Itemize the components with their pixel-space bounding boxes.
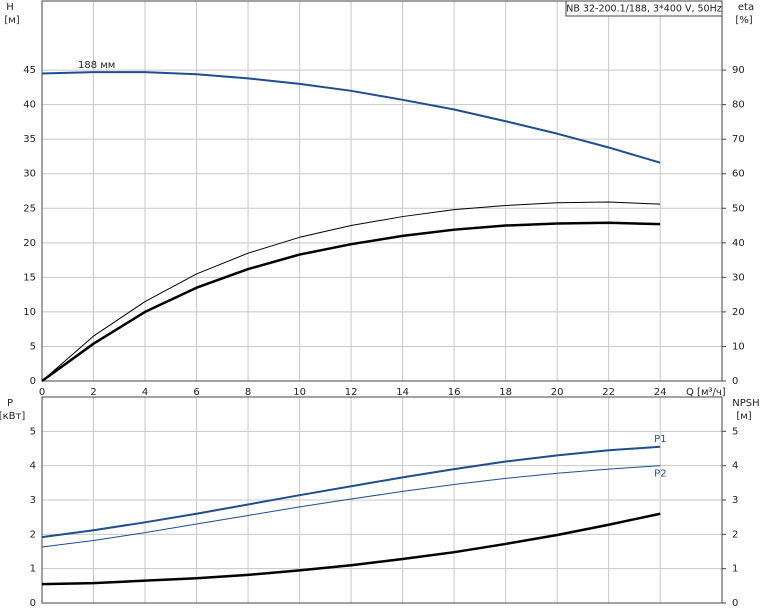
y2-axis-unit: [%] (735, 15, 752, 26)
y2-axis-label: eta (738, 2, 754, 13)
y2-tick-label: 10 (732, 341, 745, 352)
y-tick-label: 0 (30, 598, 36, 609)
series-line (41, 465, 661, 548)
y2-tick-label: 4 (732, 461, 738, 472)
y-tick-label: 15 (23, 272, 36, 283)
series-label: P1 (654, 434, 666, 445)
y2-tick-label: 5 (732, 426, 738, 437)
y-axis-unit: [кВт] (0, 411, 25, 422)
y2-tick-label: 80 (732, 100, 745, 111)
y-tick-label: 5 (30, 341, 36, 352)
y2-tick-label: 40 (732, 238, 745, 249)
x-tick-label: 14 (396, 387, 409, 398)
x-tick-label: 8 (245, 387, 251, 398)
x-tick-label: 20 (551, 387, 564, 398)
y-tick-label: 30 (23, 169, 36, 180)
series-line (41, 71, 661, 164)
x-tick-label: 22 (602, 387, 615, 398)
y-tick-label: 0 (30, 376, 36, 387)
x-tick-label: 2 (90, 387, 96, 398)
y2-tick-label: 20 (732, 307, 745, 318)
y2-tick-label: 0 (732, 376, 738, 387)
x-tick-label: 24 (654, 387, 667, 398)
x-tick-label: 10 (293, 387, 306, 398)
y2-tick-label: 70 (732, 134, 745, 145)
y-axis-label: P (7, 398, 13, 409)
y-tick-label: 20 (23, 238, 36, 249)
y2-tick-label: 1 (732, 564, 738, 575)
y2-tick-label: 90 (732, 65, 745, 76)
series-label: P2 (654, 469, 666, 480)
y2-axis-unit: [м] (736, 411, 751, 422)
y2-tick-label: 60 (732, 169, 745, 180)
y-axis-label: H (6, 2, 14, 13)
y-tick-label: 5 (30, 426, 36, 437)
plot-frame (41, 396, 723, 604)
series-line (41, 201, 661, 382)
y-tick-label: 4 (30, 461, 36, 472)
y-axis-unit: [м] (4, 15, 19, 26)
title-box (565, 0, 723, 17)
x-tick-label: 6 (193, 387, 199, 398)
y-tick-label: 10 (23, 307, 36, 318)
series-line (41, 221, 661, 383)
y-tick-label: 25 (23, 203, 36, 214)
x-tick-label: 18 (499, 387, 512, 398)
series-line (41, 445, 661, 539)
plot-frame (41, 0, 723, 382)
y-tick-label: 45 (23, 65, 36, 76)
annotation: 188 мм (78, 60, 115, 71)
x-tick-label: 16 (448, 387, 461, 398)
chart-title: NB 32-200.1/188, 3*400 V, 50Hz (566, 4, 721, 15)
y-tick-label: 1 (30, 564, 36, 575)
y2-tick-label: 50 (732, 203, 745, 214)
y2-tick-label: 0 (732, 598, 738, 609)
y-tick-label: 2 (30, 529, 36, 540)
y-tick-label: 35 (23, 134, 36, 145)
x-tick-label: 4 (142, 387, 148, 398)
x-tick-label: 0 (39, 387, 45, 398)
y2-tick-label: 30 (732, 272, 745, 283)
y2-tick-label: 2 (732, 529, 738, 540)
y-tick-label: 40 (23, 100, 36, 111)
x-tick-label: 12 (345, 387, 358, 398)
x-axis-label: Q [м³/ч] (686, 387, 726, 398)
y-tick-label: 3 (30, 495, 36, 506)
series-line (41, 512, 661, 586)
y2-tick-label: 3 (732, 495, 738, 506)
y2-axis-label: NPSH (732, 398, 759, 409)
